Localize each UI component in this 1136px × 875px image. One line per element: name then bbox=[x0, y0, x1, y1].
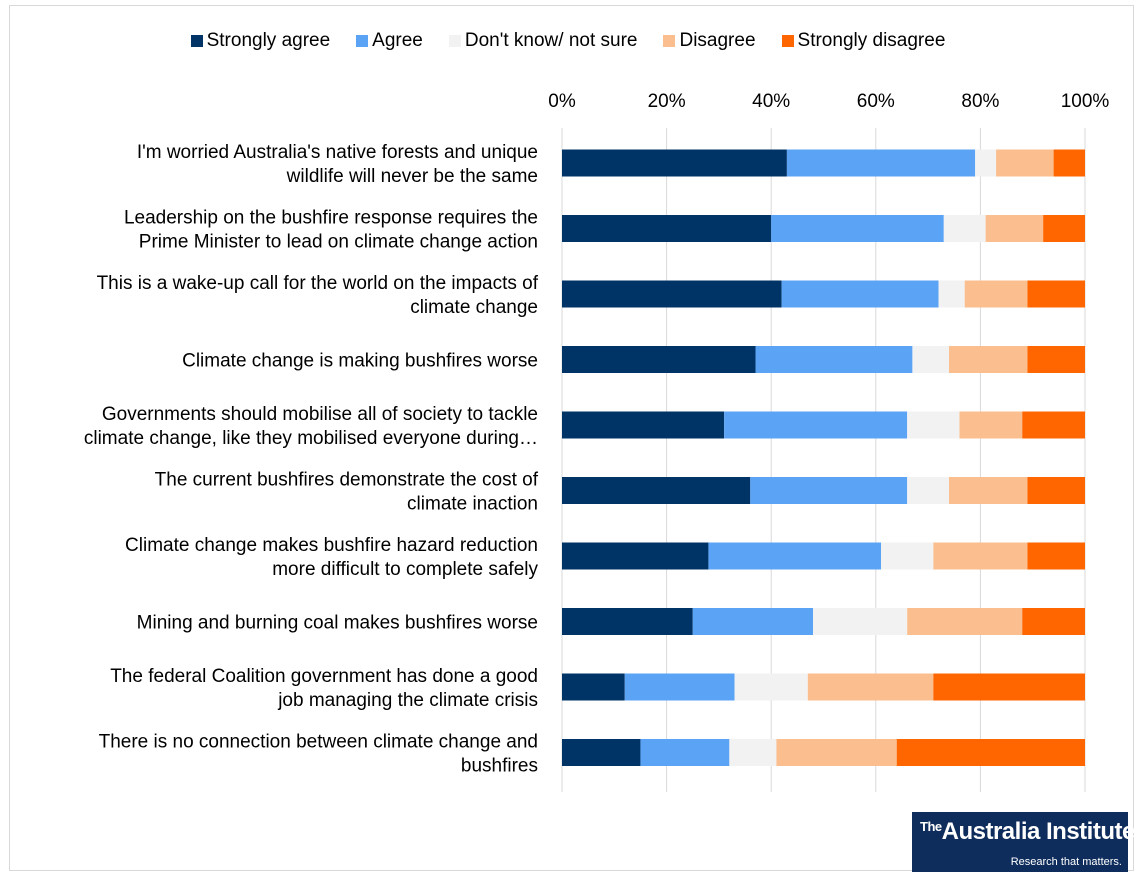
category-label-row9-line1: bushfires bbox=[461, 756, 538, 777]
bar-row5-disagree bbox=[949, 477, 1028, 504]
bar-row9-agree bbox=[640, 739, 730, 766]
bar-row4-strongly-disagree bbox=[1022, 411, 1085, 439]
bar-row2-strongly-disagree bbox=[1027, 280, 1085, 308]
x-tick-label-80: 80% bbox=[961, 91, 999, 112]
x-tick-label-60: 60% bbox=[857, 91, 895, 112]
bar-row6-strongly-agree bbox=[562, 542, 709, 570]
bar-row5-don-t-know-not-sure bbox=[907, 477, 950, 504]
bar-row7-strongly-disagree bbox=[1022, 608, 1085, 635]
bar-row6-strongly-disagree bbox=[1027, 542, 1085, 570]
bar-row0-strongly-agree bbox=[562, 149, 787, 177]
legend-item-agree: Agree bbox=[356, 30, 423, 52]
x-tick-label-20: 20% bbox=[648, 91, 686, 112]
legend-item-strongly-agree: Strongly agree bbox=[190, 30, 331, 52]
category-label-row0-line1: wildlife will never be the same bbox=[286, 166, 538, 187]
bar-row0-disagree bbox=[996, 149, 1054, 177]
category-label-row2-line0: This is a wake-up call for the world on … bbox=[97, 273, 539, 294]
category-label-row7-line0: Mining and burning coal makes bushfires … bbox=[137, 613, 538, 634]
bar-row7-strongly-agree bbox=[562, 608, 693, 635]
bar-row3-agree bbox=[755, 346, 913, 373]
category-label-row6-line0: Climate change makes bushfire hazard red… bbox=[125, 535, 538, 556]
x-tick-label-0: 0% bbox=[548, 91, 576, 112]
bar-row1-disagree bbox=[985, 215, 1044, 242]
bar-row1-strongly-agree bbox=[562, 215, 772, 242]
bar-row8-strongly-disagree bbox=[933, 673, 1085, 701]
logo-wordmark: TheAustralia Institute bbox=[920, 818, 1135, 846]
bar-row8-agree bbox=[624, 673, 735, 701]
bar-row3-don-t-know-not-sure bbox=[912, 346, 950, 373]
bar-row1-agree bbox=[771, 215, 944, 242]
bar-row1-don-t-know-not-sure bbox=[943, 215, 986, 242]
bar-row6-agree bbox=[708, 542, 882, 570]
bar-row3-strongly-disagree bbox=[1027, 346, 1085, 373]
bar-row9-don-t-know-not-sure bbox=[729, 739, 777, 766]
bar-row3-disagree bbox=[949, 346, 1028, 373]
bar-row8-don-t-know-not-sure bbox=[734, 673, 808, 701]
legend-swatch-agree bbox=[356, 35, 369, 47]
bar-row5-strongly-agree bbox=[562, 477, 751, 504]
bar-row2-disagree bbox=[964, 280, 1028, 308]
category-label-row1-line1: Prime Minister to lead on climate change… bbox=[139, 232, 538, 253]
legend-label-strongly-disagree: Strongly disagree bbox=[797, 30, 946, 51]
category-label-row1-line0: Leadership on the bushfire response requ… bbox=[124, 208, 538, 229]
category-label-row4-line1: climate change, like they mobilised ever… bbox=[84, 428, 538, 449]
bar-row0-don-t-know-not-sure bbox=[975, 149, 997, 177]
category-label-row2-line1: climate change bbox=[410, 297, 538, 318]
logo-tagline: Research that matters. bbox=[1010, 856, 1122, 868]
legend-item-dont-know: Don't know/ not sure bbox=[448, 30, 638, 52]
logo-the: The bbox=[920, 819, 942, 834]
bar-row3-strongly-agree bbox=[562, 346, 756, 373]
legend-label-strongly-agree: Strongly agree bbox=[206, 30, 331, 51]
legend: Strongly agree Agree Don't know/ not sur… bbox=[0, 30, 1136, 52]
bar-row2-agree bbox=[781, 280, 939, 308]
logo-name: Australia Institute bbox=[941, 818, 1136, 845]
bar-row9-strongly-agree bbox=[562, 739, 641, 766]
bar-row4-disagree bbox=[959, 411, 1023, 439]
australia-institute-logo: TheAustralia Institute Research that mat… bbox=[912, 812, 1135, 872]
legend-swatch-dont-know bbox=[448, 35, 461, 47]
bar-row5-agree bbox=[750, 477, 908, 504]
legend-swatch-disagree bbox=[663, 35, 676, 47]
bar-row7-agree bbox=[692, 608, 814, 635]
bar-row8-strongly-agree bbox=[562, 673, 625, 701]
x-tick-label-40: 40% bbox=[752, 91, 790, 112]
legend-swatch-strongly-agree bbox=[190, 35, 203, 47]
bar-row0-agree bbox=[786, 149, 976, 177]
category-label-row6-line1: more difficult to complete safely bbox=[272, 559, 538, 580]
bar-row2-don-t-know-not-sure bbox=[938, 280, 965, 308]
legend-swatch-strongly-disagree bbox=[781, 35, 794, 47]
category-label-row0-line0: I'm worried Australia's native forests a… bbox=[137, 142, 538, 163]
bar-row5-strongly-disagree bbox=[1027, 477, 1085, 504]
legend-label-dont-know: Don't know/ not sure bbox=[464, 30, 638, 51]
bar-row0-strongly-disagree bbox=[1053, 149, 1085, 177]
bar-row6-don-t-know-not-sure bbox=[881, 542, 934, 570]
category-label-row5-line0: The current bushfires demonstrate the co… bbox=[155, 470, 539, 491]
category-label-row8-line0: The federal Coalition government has don… bbox=[110, 666, 538, 687]
bar-row7-don-t-know-not-sure bbox=[813, 608, 908, 635]
bar-row4-agree bbox=[724, 411, 908, 439]
legend-item-disagree: Disagree bbox=[663, 30, 756, 52]
bar-row4-don-t-know-not-sure bbox=[907, 411, 960, 439]
bar-row8-disagree bbox=[807, 673, 934, 701]
legend-label-agree: Agree bbox=[372, 30, 423, 51]
bar-row9-disagree bbox=[776, 739, 897, 766]
x-tick-label-100: 100% bbox=[1061, 91, 1110, 112]
legend-label-disagree: Disagree bbox=[679, 30, 756, 51]
category-label-row8-line1: job managing the climate crisis bbox=[277, 690, 538, 711]
bar-row7-disagree bbox=[907, 608, 1023, 635]
category-label-row9-line0: There is no connection between climate c… bbox=[99, 732, 538, 753]
bar-row6-disagree bbox=[933, 542, 1028, 570]
category-label-row4-line0: Governments should mobilise all of socie… bbox=[102, 404, 538, 425]
legend-item-strongly-disagree: Strongly disagree bbox=[781, 30, 946, 52]
category-label-row3-line0: Climate change is making bushfires worse bbox=[182, 351, 538, 372]
bar-row4-strongly-agree bbox=[562, 411, 725, 439]
bar-row1-strongly-disagree bbox=[1043, 215, 1085, 242]
category-label-row5-line1: climate inaction bbox=[407, 494, 538, 515]
bar-row2-strongly-agree bbox=[562, 280, 782, 308]
bar-row9-strongly-disagree bbox=[896, 739, 1085, 766]
